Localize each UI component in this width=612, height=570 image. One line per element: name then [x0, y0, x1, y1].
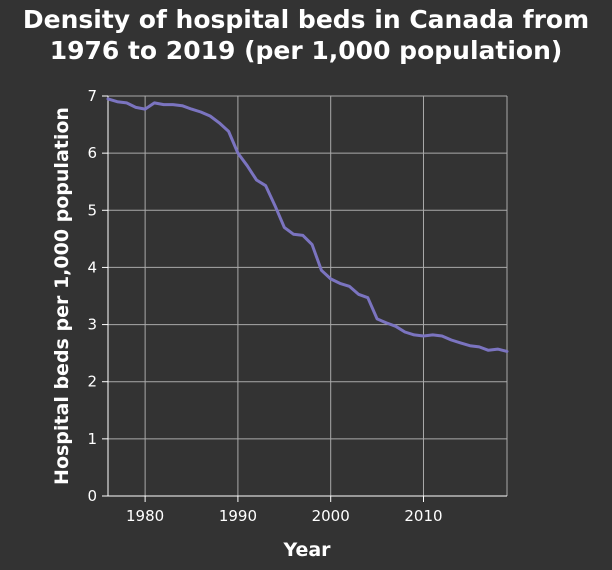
chart-title: Density of hospital beds in Canada from …: [0, 4, 612, 66]
tick-label-y-1: 1: [87, 430, 97, 448]
tick-label-y-7: 7: [87, 87, 97, 105]
tick-label-y-3: 3: [87, 316, 97, 334]
tick-label-x-2010: 2010: [404, 507, 442, 525]
tick-label-y-5: 5: [87, 201, 97, 219]
tick-label-y-2: 2: [87, 373, 97, 391]
x-axis-ticks: 1980 1990 2000 2010: [126, 496, 443, 525]
tick-label-y-0: 0: [87, 487, 97, 505]
chart-title-line-1: Density of hospital beds in Canada from: [22, 5, 590, 34]
chart-title-line-2: 1976 to 2019 (per 1,000 population): [49, 36, 563, 65]
grid: [108, 95, 508, 497]
tick-label-x-1980: 1980: [126, 507, 164, 525]
y-axis-label: Hospital beds per 1,000 population: [51, 107, 73, 485]
axes: [107, 96, 507, 497]
tick-label-y-6: 6: [87, 144, 97, 162]
tick-label-y-4: 4: [87, 258, 97, 276]
y-axis-ticks: 0 1 2 3 4 5 6 7: [87, 87, 108, 505]
tick-label-x-2000: 2000: [312, 507, 350, 525]
x-axis-label: Year: [282, 539, 331, 561]
series-line: [106, 97, 509, 353]
tick-label-x-1990: 1990: [219, 507, 257, 525]
